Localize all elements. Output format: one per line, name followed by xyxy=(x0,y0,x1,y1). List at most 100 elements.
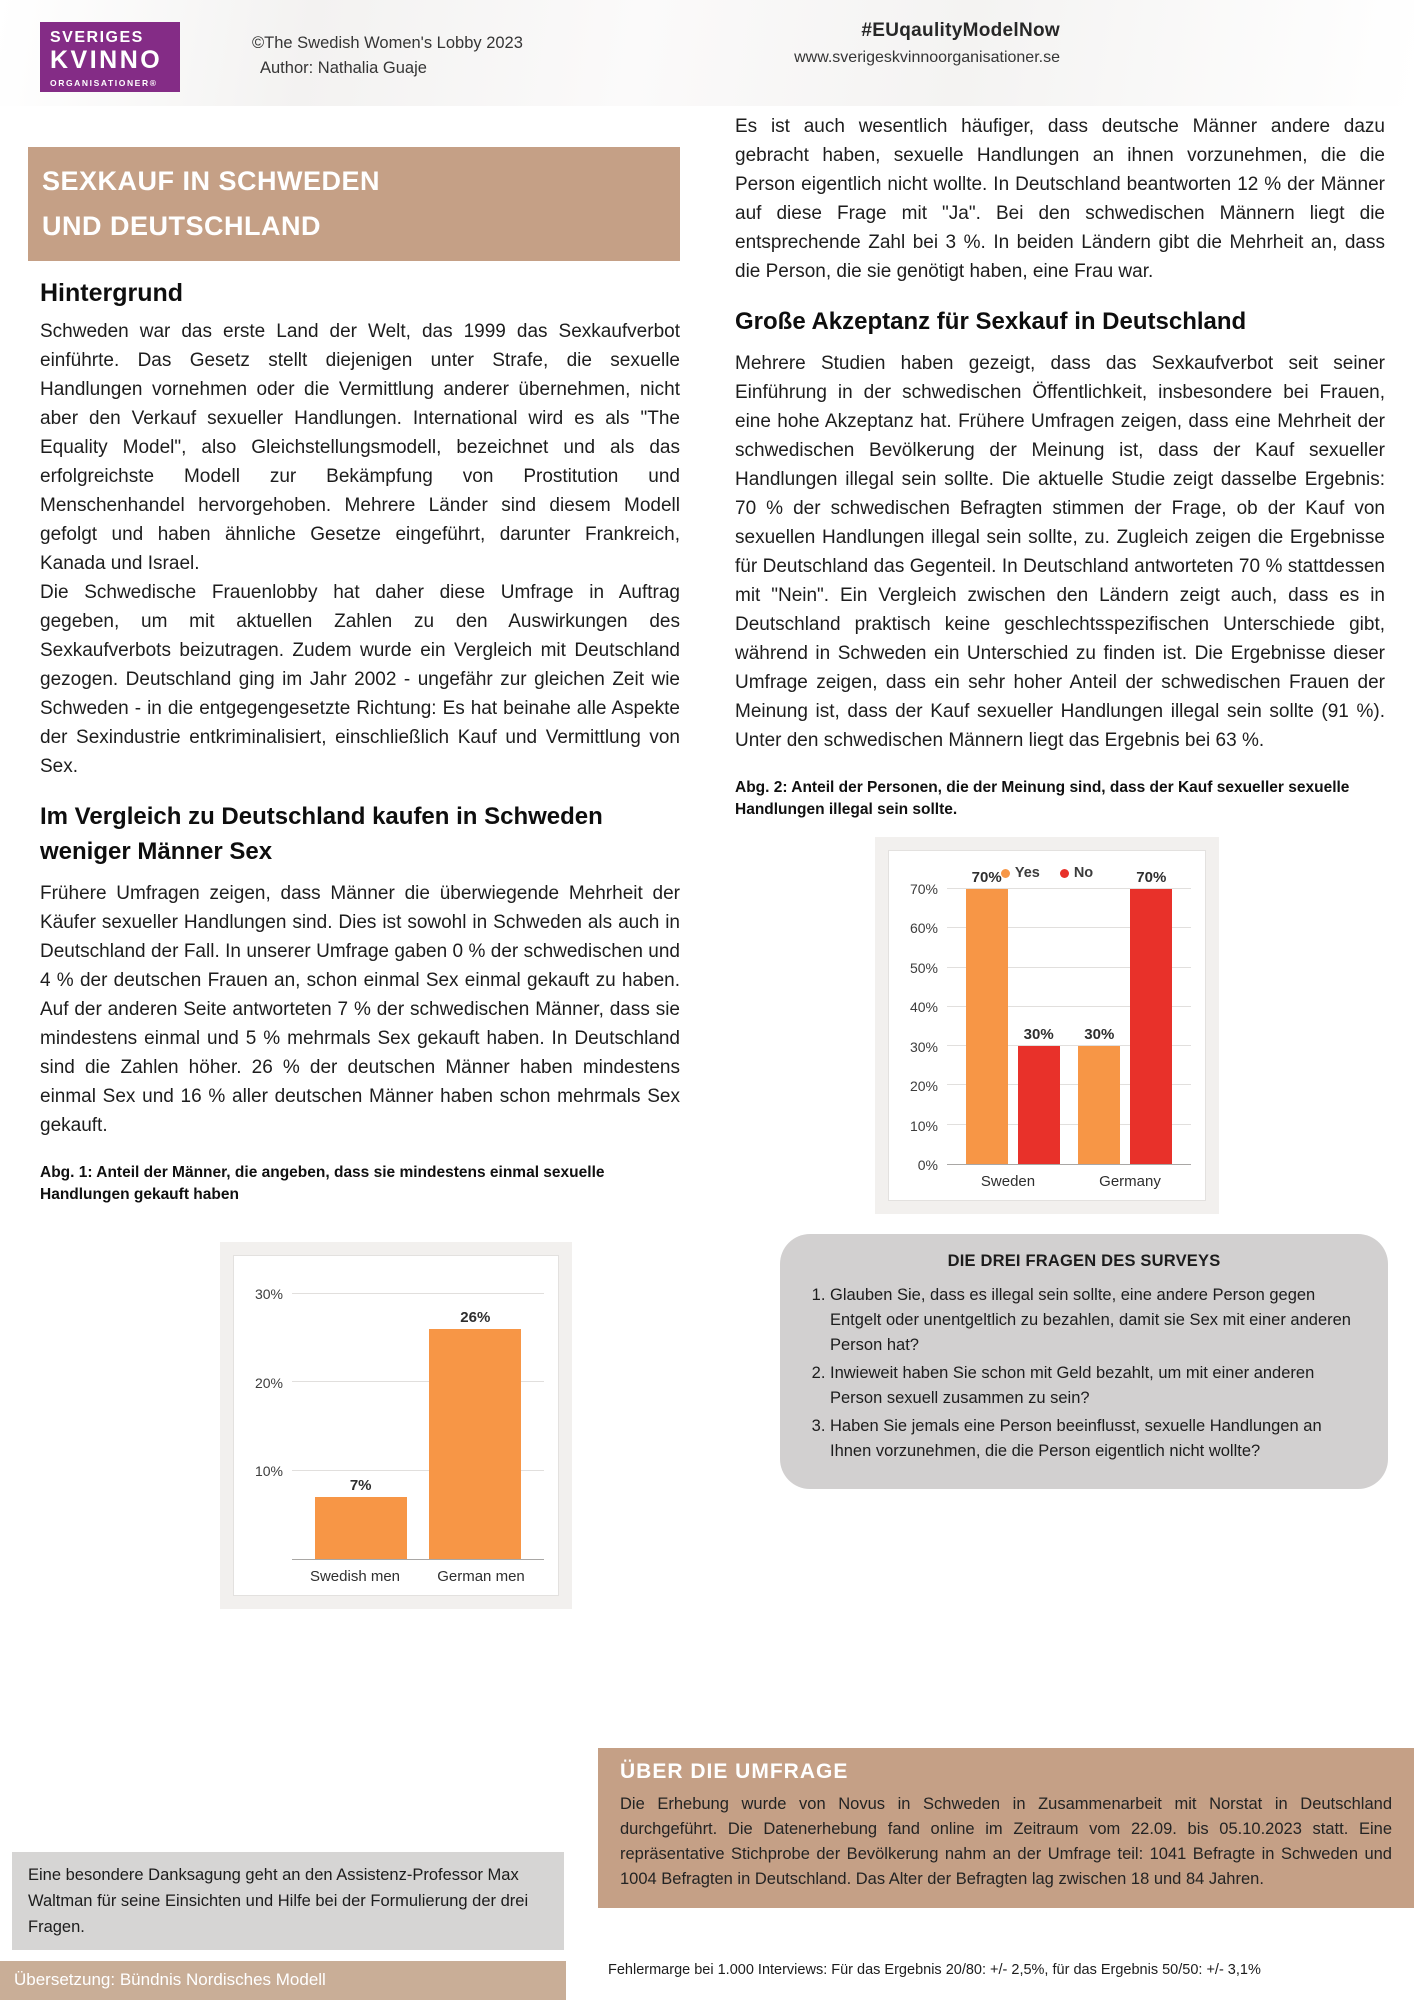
bar xyxy=(429,1329,522,1559)
gridline xyxy=(292,1469,544,1471)
paragraph-comparison: Frühere Umfragen zeigen, dass Männer die… xyxy=(40,883,680,1136)
gridline xyxy=(947,966,1191,968)
bar-value-label: 30% xyxy=(1023,1026,1054,1044)
paragraph-background-2: Die Schwedische Frauenlobby hat daher di… xyxy=(40,582,680,777)
chart-x-axis: Swedish men German men xyxy=(292,1560,544,1585)
gridline xyxy=(947,1123,1191,1125)
x-axis-category-label: Sweden xyxy=(980,1173,1036,1190)
survey-question-3: Haben Sie jemals eine Person beeinflusst… xyxy=(830,1414,1360,1464)
figure-1: 10% 20% 30% 7% 26% Swedish men German men xyxy=(220,1242,572,1609)
bar xyxy=(965,889,1008,1164)
logo-text-line2: KVINNO xyxy=(50,46,163,74)
gridline xyxy=(947,1005,1191,1007)
heading-hintergrund: Hintergrund xyxy=(40,279,184,307)
gridline xyxy=(947,927,1191,929)
bar-value-label: 70% xyxy=(971,869,1002,886)
legend-label: No xyxy=(1073,865,1094,881)
gridline xyxy=(292,1293,544,1294)
paragraph-acceptance: Mehrere Studien haben gezeigt, dass das … xyxy=(735,353,1385,751)
translation-credit-bar: Übersetzung: Bündnis Nordisches Modell xyxy=(0,1961,566,2000)
men-bought-sex-bar-chart: 10% 20% 30% 7% 26% Swedish men German men xyxy=(233,1255,559,1596)
y-axis-tick-label: 20% xyxy=(909,1078,938,1095)
bar-group-german-men: 26% xyxy=(429,1294,522,1559)
y-axis-tick-label: 50% xyxy=(909,959,938,976)
chart-body: 10% 20% 30% 7% 26% xyxy=(248,1268,544,1560)
survey-question-1: Glauben Sie, dass es illegal sein sollte… xyxy=(830,1283,1360,1358)
legend-label: Yes xyxy=(1014,865,1040,881)
about-survey-box: ÜBER DIE UMFRAGE Die Erhebung wurde von … xyxy=(598,1748,1414,1908)
chart-plot-area: 70% 30% 30% 70% xyxy=(947,869,1191,1165)
legend-dot xyxy=(1000,868,1010,878)
bar-value-label: 26% xyxy=(460,1309,491,1327)
bar-wrap: 30% xyxy=(1078,889,1121,1164)
campaign-hashtag: #EUqaulityModelNow xyxy=(861,20,1060,41)
x-axis-category-label: Germany xyxy=(1099,1173,1161,1190)
title-line-1: SEXKAUF IN SCHWEDEN xyxy=(42,166,381,196)
bar-value-label: 30% xyxy=(1084,1026,1115,1044)
gridline xyxy=(947,1084,1191,1086)
about-survey-title: ÜBER DIE UMFRAGE xyxy=(620,1760,849,1783)
y-axis-tick-label: 10% xyxy=(254,1463,283,1480)
figure-2-caption: Abg. 2: Anteil der Personen, die der Mei… xyxy=(735,779,1350,818)
bar-value-label: 70% xyxy=(1136,869,1167,886)
chart-body: 0% 10% 20% 30% 40% 50% 60% 70% 70% 30% 30% 70% xyxy=(903,863,1191,1173)
chart-legend: Yes No xyxy=(889,865,1205,881)
title-banner: SEXKAUF IN SCHWEDEN UND DEUTSCHLAND xyxy=(28,147,680,261)
gridline xyxy=(292,1381,544,1383)
survey-question-2: Inwieweit haben Sie schon mit Geld bezah… xyxy=(830,1361,1360,1411)
acknowledgement-box: Eine besondere Danksagung geht an den As… xyxy=(12,1852,564,1950)
bar xyxy=(1078,1046,1121,1164)
y-axis-tick-label: 0% xyxy=(917,1157,938,1173)
bar-group-swedish-men: 7% xyxy=(314,1294,407,1559)
author-line: Author: Nathalia Guaje xyxy=(260,59,427,77)
survey-question-list: Glauben Sie, dass es illegal sein sollte… xyxy=(808,1283,1360,1464)
copyright-line: ©The Swedish Women's Lobby 2023 xyxy=(252,34,523,52)
bar-wrap: 30% xyxy=(1017,889,1060,1164)
survey-questions-box: DIE DREI FRAGEN DES SURVEYS Glauben Sie,… xyxy=(780,1234,1388,1489)
legend-dot xyxy=(1059,868,1069,878)
y-axis-tick-label: 60% xyxy=(909,920,938,937)
gridline xyxy=(947,1045,1191,1047)
survey-box-title: DIE DREI FRAGEN DES SURVEYS xyxy=(947,1252,1221,1270)
bar-wrap: 7% xyxy=(314,1294,407,1559)
about-survey-body: Die Erhebung wurde von Novus in Schweden… xyxy=(620,1795,1392,1888)
y-axis-tick-label: 10% xyxy=(909,1117,938,1134)
y-axis-tick-label: 30% xyxy=(254,1286,283,1302)
legend-item-yes: Yes xyxy=(1000,865,1040,881)
bar-wrap: 70% xyxy=(965,869,1008,1164)
publication-credits: ©The Swedish Women's Lobby 2023 Author: … xyxy=(252,31,523,81)
bar-wrap: 70% xyxy=(1130,869,1173,1164)
chart-y-axis: 0% 10% 20% 30% 40% 50% 60% 70% xyxy=(903,881,947,1173)
chart-plot-area: 7% 26% xyxy=(292,1293,544,1560)
illegal-opinion-bar-chart: Yes No 0% 10% 20% 30% 40% 50% 60% 70% 70% 30% 30% 7… xyxy=(888,850,1206,1201)
bar-value-label: 7% xyxy=(349,1477,372,1495)
y-axis-tick-label: 20% xyxy=(254,1374,283,1391)
logo-text-line1: SVERIGES xyxy=(50,29,144,46)
bar xyxy=(314,1497,407,1559)
chart-x-axis: Sweden Germany xyxy=(947,1165,1191,1190)
x-axis-category-label: Swedish men xyxy=(309,1568,401,1585)
figure-1-caption: Abg. 1: Anteil der Männer, die angeben, … xyxy=(40,1164,605,1203)
y-axis-tick-label: 70% xyxy=(909,881,938,897)
right-column: Es ist auch wesentlich häufiger, dass de… xyxy=(735,112,1388,1489)
x-axis-category-label: German men xyxy=(437,1568,525,1585)
heading-comparison: Im Vergleich zu Deutschland kaufen in Sc… xyxy=(40,803,603,865)
bar xyxy=(1130,889,1173,1164)
paragraph-coercion: Es ist auch wesentlich häufiger, dass de… xyxy=(735,116,1385,282)
chart-y-axis: 10% 20% 30% xyxy=(248,1286,292,1560)
page-header: SVERIGES KVINNO ORGANISATIONER® ©The Swe… xyxy=(0,0,1414,106)
title-line-2: UND DEUTSCHLAND xyxy=(42,211,321,241)
chart-bars: 7% 26% xyxy=(292,1294,544,1559)
chart-bars: 70% 30% 30% 70% xyxy=(947,869,1191,1164)
y-axis-tick-label: 30% xyxy=(909,1038,938,1055)
left-column: SEXKAUF IN SCHWEDEN UND DEUTSCHLAND Hint… xyxy=(28,147,680,1609)
paragraph-background-1: Schweden war das erste Land der Welt, da… xyxy=(40,321,680,574)
y-axis-tick-label: 40% xyxy=(909,999,938,1016)
bar-group-sweden: 70% 30% xyxy=(965,869,1060,1164)
header-right-block: #EUqaulityModelNow www.sverigeskvinnoorg… xyxy=(700,20,1060,67)
bar-group-germany: 30% 70% xyxy=(1078,869,1173,1164)
gridline xyxy=(947,888,1191,889)
legend-item-no: No xyxy=(1059,865,1094,881)
bar-wrap: 26% xyxy=(429,1294,522,1559)
